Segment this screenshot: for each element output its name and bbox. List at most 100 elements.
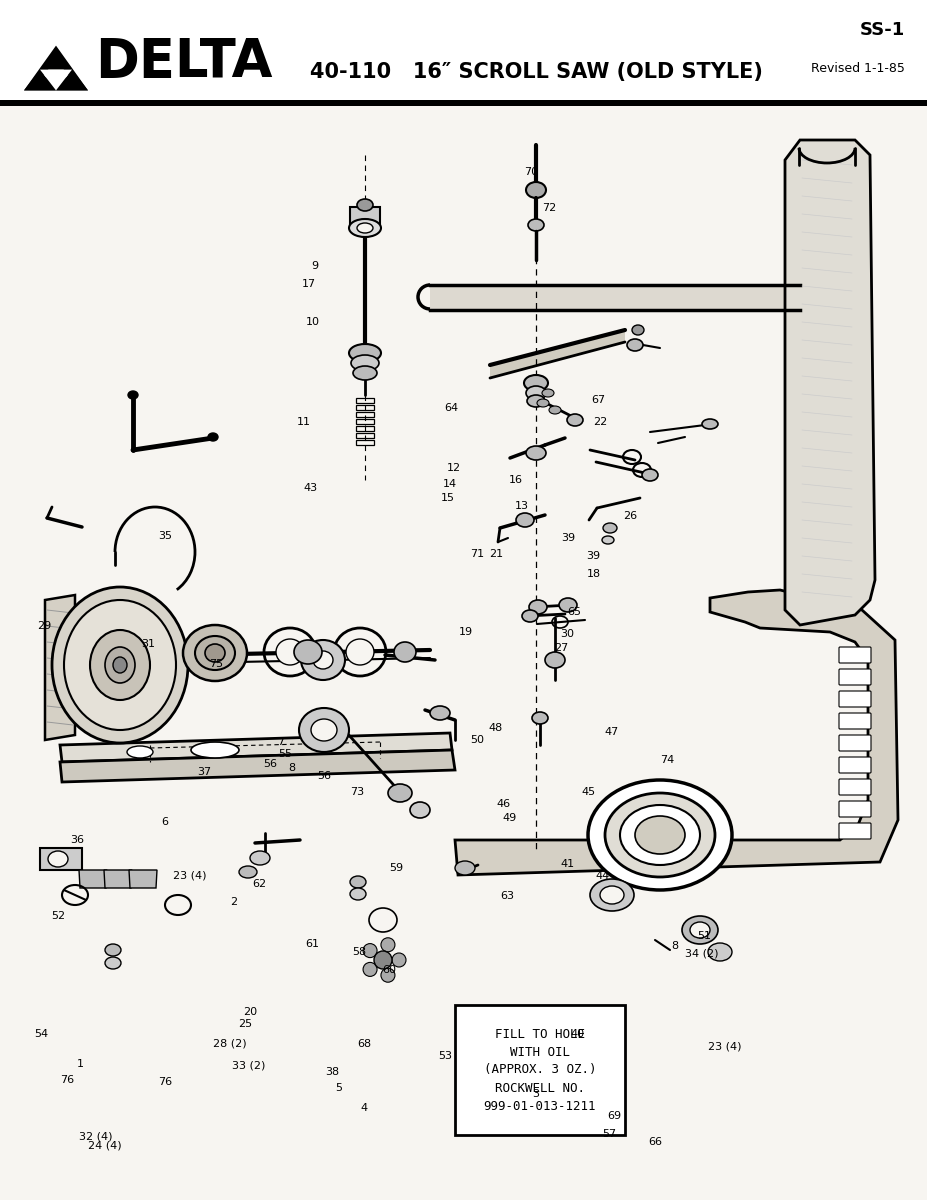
- Text: 62: 62: [252, 880, 267, 889]
- Text: 75: 75: [209, 659, 223, 668]
- FancyBboxPatch shape: [839, 734, 871, 751]
- Ellipse shape: [374, 950, 392, 970]
- Ellipse shape: [602, 536, 614, 544]
- Text: 37: 37: [197, 767, 211, 776]
- Text: 41: 41: [560, 859, 575, 869]
- Text: 22: 22: [593, 418, 608, 427]
- FancyBboxPatch shape: [839, 802, 871, 817]
- Text: 23 (4): 23 (4): [708, 1042, 742, 1051]
- Text: 40: 40: [570, 1030, 585, 1039]
- Text: 45: 45: [581, 787, 596, 797]
- Text: 76: 76: [59, 1075, 74, 1085]
- Ellipse shape: [516, 514, 534, 527]
- Text: Revised 1-1-85: Revised 1-1-85: [811, 61, 905, 74]
- Ellipse shape: [526, 182, 546, 198]
- Text: 46: 46: [496, 799, 511, 809]
- FancyBboxPatch shape: [839, 713, 871, 728]
- Bar: [0, 100, 927, 106]
- Text: 27: 27: [553, 643, 568, 653]
- FancyBboxPatch shape: [839, 779, 871, 794]
- Text: 43: 43: [303, 484, 318, 493]
- Text: 72: 72: [542, 203, 557, 212]
- Polygon shape: [129, 870, 157, 888]
- Text: 23 (4): 23 (4): [173, 871, 207, 881]
- Ellipse shape: [549, 406, 561, 414]
- Text: 29: 29: [37, 622, 52, 631]
- Polygon shape: [40, 848, 82, 870]
- Polygon shape: [430, 284, 800, 310]
- Polygon shape: [785, 140, 875, 625]
- Text: 48: 48: [489, 724, 503, 733]
- Ellipse shape: [559, 598, 577, 612]
- FancyBboxPatch shape: [839, 823, 871, 839]
- Ellipse shape: [394, 642, 416, 662]
- Text: 5: 5: [335, 1084, 342, 1093]
- Text: 69: 69: [607, 1111, 622, 1121]
- Ellipse shape: [410, 802, 430, 818]
- Ellipse shape: [430, 706, 450, 720]
- Text: 19: 19: [459, 628, 474, 637]
- Ellipse shape: [605, 793, 715, 877]
- Polygon shape: [45, 595, 75, 740]
- Text: 70: 70: [524, 167, 539, 176]
- Text: 49: 49: [502, 814, 517, 823]
- Ellipse shape: [642, 469, 658, 481]
- Text: 44: 44: [595, 871, 610, 881]
- Ellipse shape: [357, 223, 373, 233]
- Ellipse shape: [567, 414, 583, 426]
- Text: 8: 8: [288, 763, 296, 773]
- Text: 31: 31: [141, 640, 156, 649]
- Ellipse shape: [545, 652, 565, 668]
- Text: 12: 12: [447, 463, 462, 473]
- Ellipse shape: [191, 742, 239, 758]
- Text: 8: 8: [671, 941, 679, 950]
- Polygon shape: [24, 46, 88, 90]
- Text: 39: 39: [561, 533, 576, 542]
- Polygon shape: [24, 70, 56, 90]
- Ellipse shape: [105, 958, 121, 970]
- Ellipse shape: [113, 658, 127, 673]
- Bar: [0, 0, 927, 104]
- Ellipse shape: [542, 389, 554, 397]
- Text: 16: 16: [508, 475, 523, 485]
- Text: 13: 13: [514, 502, 529, 511]
- Ellipse shape: [690, 922, 710, 938]
- Ellipse shape: [524, 374, 548, 391]
- Text: 58: 58: [352, 947, 367, 956]
- Ellipse shape: [311, 719, 337, 740]
- Ellipse shape: [600, 886, 624, 904]
- Ellipse shape: [195, 636, 235, 670]
- Ellipse shape: [381, 937, 395, 952]
- Bar: [455, 1006, 625, 1135]
- Text: 63: 63: [500, 892, 514, 901]
- Ellipse shape: [537, 398, 549, 407]
- Ellipse shape: [363, 962, 377, 977]
- Polygon shape: [455, 590, 898, 875]
- Text: 56: 56: [263, 760, 278, 769]
- Text: 67: 67: [590, 395, 605, 404]
- Ellipse shape: [632, 325, 644, 335]
- Text: 15: 15: [440, 493, 455, 503]
- Text: SS-1: SS-1: [859, 20, 905, 38]
- Ellipse shape: [301, 640, 345, 680]
- Text: 11: 11: [297, 418, 311, 427]
- Ellipse shape: [529, 600, 547, 614]
- Text: 26: 26: [623, 511, 638, 521]
- Text: 38: 38: [324, 1067, 339, 1076]
- Ellipse shape: [455, 862, 475, 875]
- Text: 64: 64: [444, 403, 459, 413]
- Text: 9: 9: [311, 262, 319, 271]
- Ellipse shape: [90, 630, 150, 700]
- Text: 3: 3: [532, 1090, 540, 1099]
- Text: 50: 50: [470, 736, 485, 745]
- Ellipse shape: [702, 419, 718, 428]
- Ellipse shape: [527, 395, 545, 407]
- Ellipse shape: [357, 199, 373, 211]
- Ellipse shape: [205, 644, 225, 662]
- Ellipse shape: [105, 647, 135, 683]
- Ellipse shape: [363, 943, 377, 958]
- Text: 28 (2): 28 (2): [213, 1039, 247, 1049]
- Ellipse shape: [294, 640, 322, 664]
- Text: 57: 57: [602, 1129, 616, 1139]
- Text: DELTA: DELTA: [95, 36, 273, 88]
